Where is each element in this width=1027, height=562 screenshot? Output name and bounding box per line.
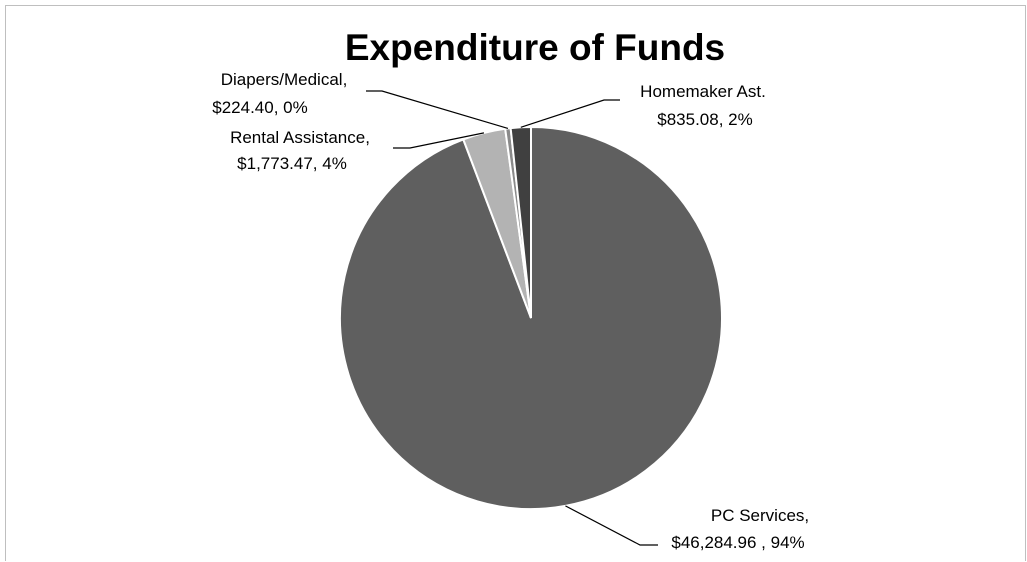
data-label-rental-assistance-line2: $1,773.47, 4% [237,154,347,173]
data-label-diapers-medical: Diapers/Medical, $224.40, 0% [212,70,347,117]
leader-line-homemaker-ast [520,99,620,128]
data-label-pc-services-line1: PC Services, [711,506,809,525]
leader-line-diapers-medical [366,90,509,129]
data-label-homemaker-ast-line1: Homemaker Ast. [640,82,766,101]
pie-slices [339,125,723,510]
data-label-homemaker-ast-line2: $835.08, 2% [657,110,752,129]
data-label-pc-services-line2: $46,284.96 , 94% [671,533,804,552]
pie-slice-homemaker-ast [509,125,532,319]
data-label-rental-assistance: Rental Assistance, $1,773.47, 4% [230,128,370,173]
data-label-diapers-medical-line2: $224.40, 0% [212,98,307,117]
data-label-pc-services: PC Services, $46,284.96 , 94% [671,506,809,552]
data-label-homemaker-ast: Homemaker Ast. $835.08, 2% [640,82,766,129]
chart-title: Expenditure of Funds [345,27,725,68]
pie-slice-pc-services [339,125,723,510]
leader-line-pc-services [565,505,658,546]
leader-lines [366,90,658,546]
leader-line-rental-assistance [393,132,485,149]
data-label-diapers-medical-line1: Diapers/Medical, [221,70,348,89]
chart-frame [5,5,1026,561]
data-label-rental-assistance-line1: Rental Assistance, [230,128,370,147]
